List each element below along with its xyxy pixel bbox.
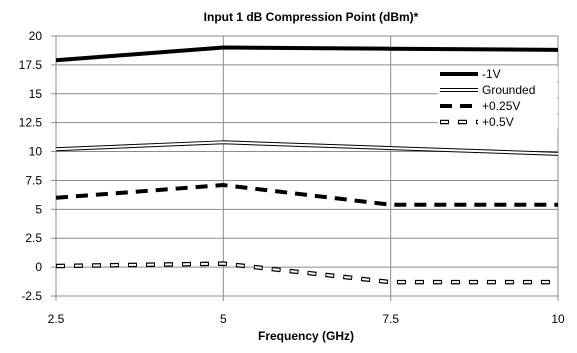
legend-label: +0.25V (482, 99, 520, 113)
series-3-line-inner (55, 262, 558, 284)
legend-item-bg (438, 67, 558, 81)
plot-frame (55, 35, 559, 297)
y-tick-label: 12.5 (19, 116, 43, 130)
legend-item: Grounded (438, 83, 558, 97)
series-1-line-inner (55, 141, 559, 155)
y-tick-label: 10 (29, 145, 43, 159)
x-tick-label: 7.5 (382, 312, 399, 326)
chart-title: Input 1 dB Compression Point (dBm)* (204, 10, 419, 24)
y-tick-label: 2.5 (25, 231, 42, 245)
series-0-line (55, 45, 559, 63)
y-tick-label: 0 (35, 260, 42, 274)
y-tick-label: 7.5 (25, 173, 42, 187)
series-2-line (55, 183, 558, 207)
legend-item-bg (438, 99, 558, 113)
legend-label: Grounded (482, 83, 535, 97)
y-tick-label: 5 (35, 202, 42, 216)
series-3-line-outer (55, 261, 558, 285)
legend: -1V Grounded +0.25V +0.5V (438, 67, 558, 129)
series-2 (55, 183, 558, 207)
x-axis-label: Frequency (GHz) (258, 329, 354, 343)
legend-item: +0.25V (438, 99, 558, 113)
legend-item: +0.5V (438, 115, 558, 129)
y-tick-label: 20 (29, 29, 43, 43)
series-3 (55, 261, 558, 285)
series-layer (55, 45, 559, 285)
x-tick-label: 2.5 (48, 312, 65, 326)
x-tick-label: 5 (220, 312, 227, 326)
y-tick-label: 15 (29, 87, 43, 101)
legend-item-bg (438, 83, 558, 97)
legend-label: +0.5V (482, 115, 514, 129)
series-0 (55, 45, 559, 63)
axes: -2.5 0 2.5 5 7.5 10 12.5 15 17.5 20 2.5 5 7.5 10 (19, 29, 565, 326)
legend-label: -1V (482, 67, 501, 81)
legend-item-bg (438, 115, 558, 129)
legend-item: -1V (438, 67, 558, 81)
y-tick-label: -2.5 (21, 289, 42, 303)
x-tick-label: 10 (551, 312, 565, 326)
series-1 (55, 140, 559, 156)
y-tick-label: 17.5 (19, 58, 43, 72)
